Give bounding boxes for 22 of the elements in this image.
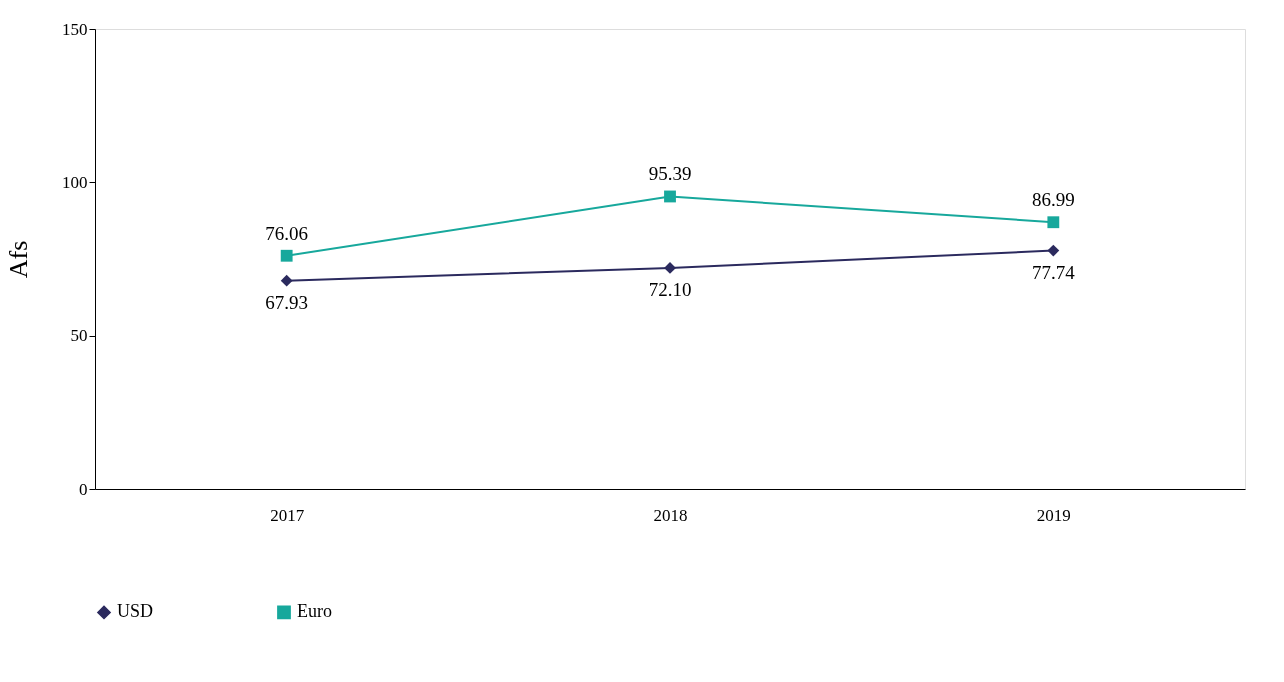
data-label: 77.74 <box>1031 261 1076 283</box>
y-tick-label: 0 <box>79 479 88 499</box>
x-tick-label: 2018 <box>653 505 688 525</box>
data-label: 86.99 <box>1031 189 1075 211</box>
legend-label: Euro <box>297 601 332 622</box>
x-tick-label: 2019 <box>1036 505 1071 525</box>
x-tick-label: 2017 <box>270 505 305 525</box>
y-tick-label: 100 <box>62 172 88 192</box>
point <box>664 261 676 274</box>
data-label: 76.06 <box>265 222 309 244</box>
point <box>1047 244 1060 257</box>
point <box>280 274 293 287</box>
point <box>1047 216 1060 229</box>
y-tick-label: 50 <box>70 326 88 346</box>
point <box>664 190 676 203</box>
data-label: 67.93 <box>265 291 309 313</box>
point <box>280 249 293 262</box>
data-label: 72.10 <box>648 278 692 300</box>
data-label: 95.39 <box>648 163 692 185</box>
y-tick-label: 150 <box>62 19 88 39</box>
y-axis-title: Afs <box>4 240 33 279</box>
legend-label: USD <box>117 601 154 622</box>
